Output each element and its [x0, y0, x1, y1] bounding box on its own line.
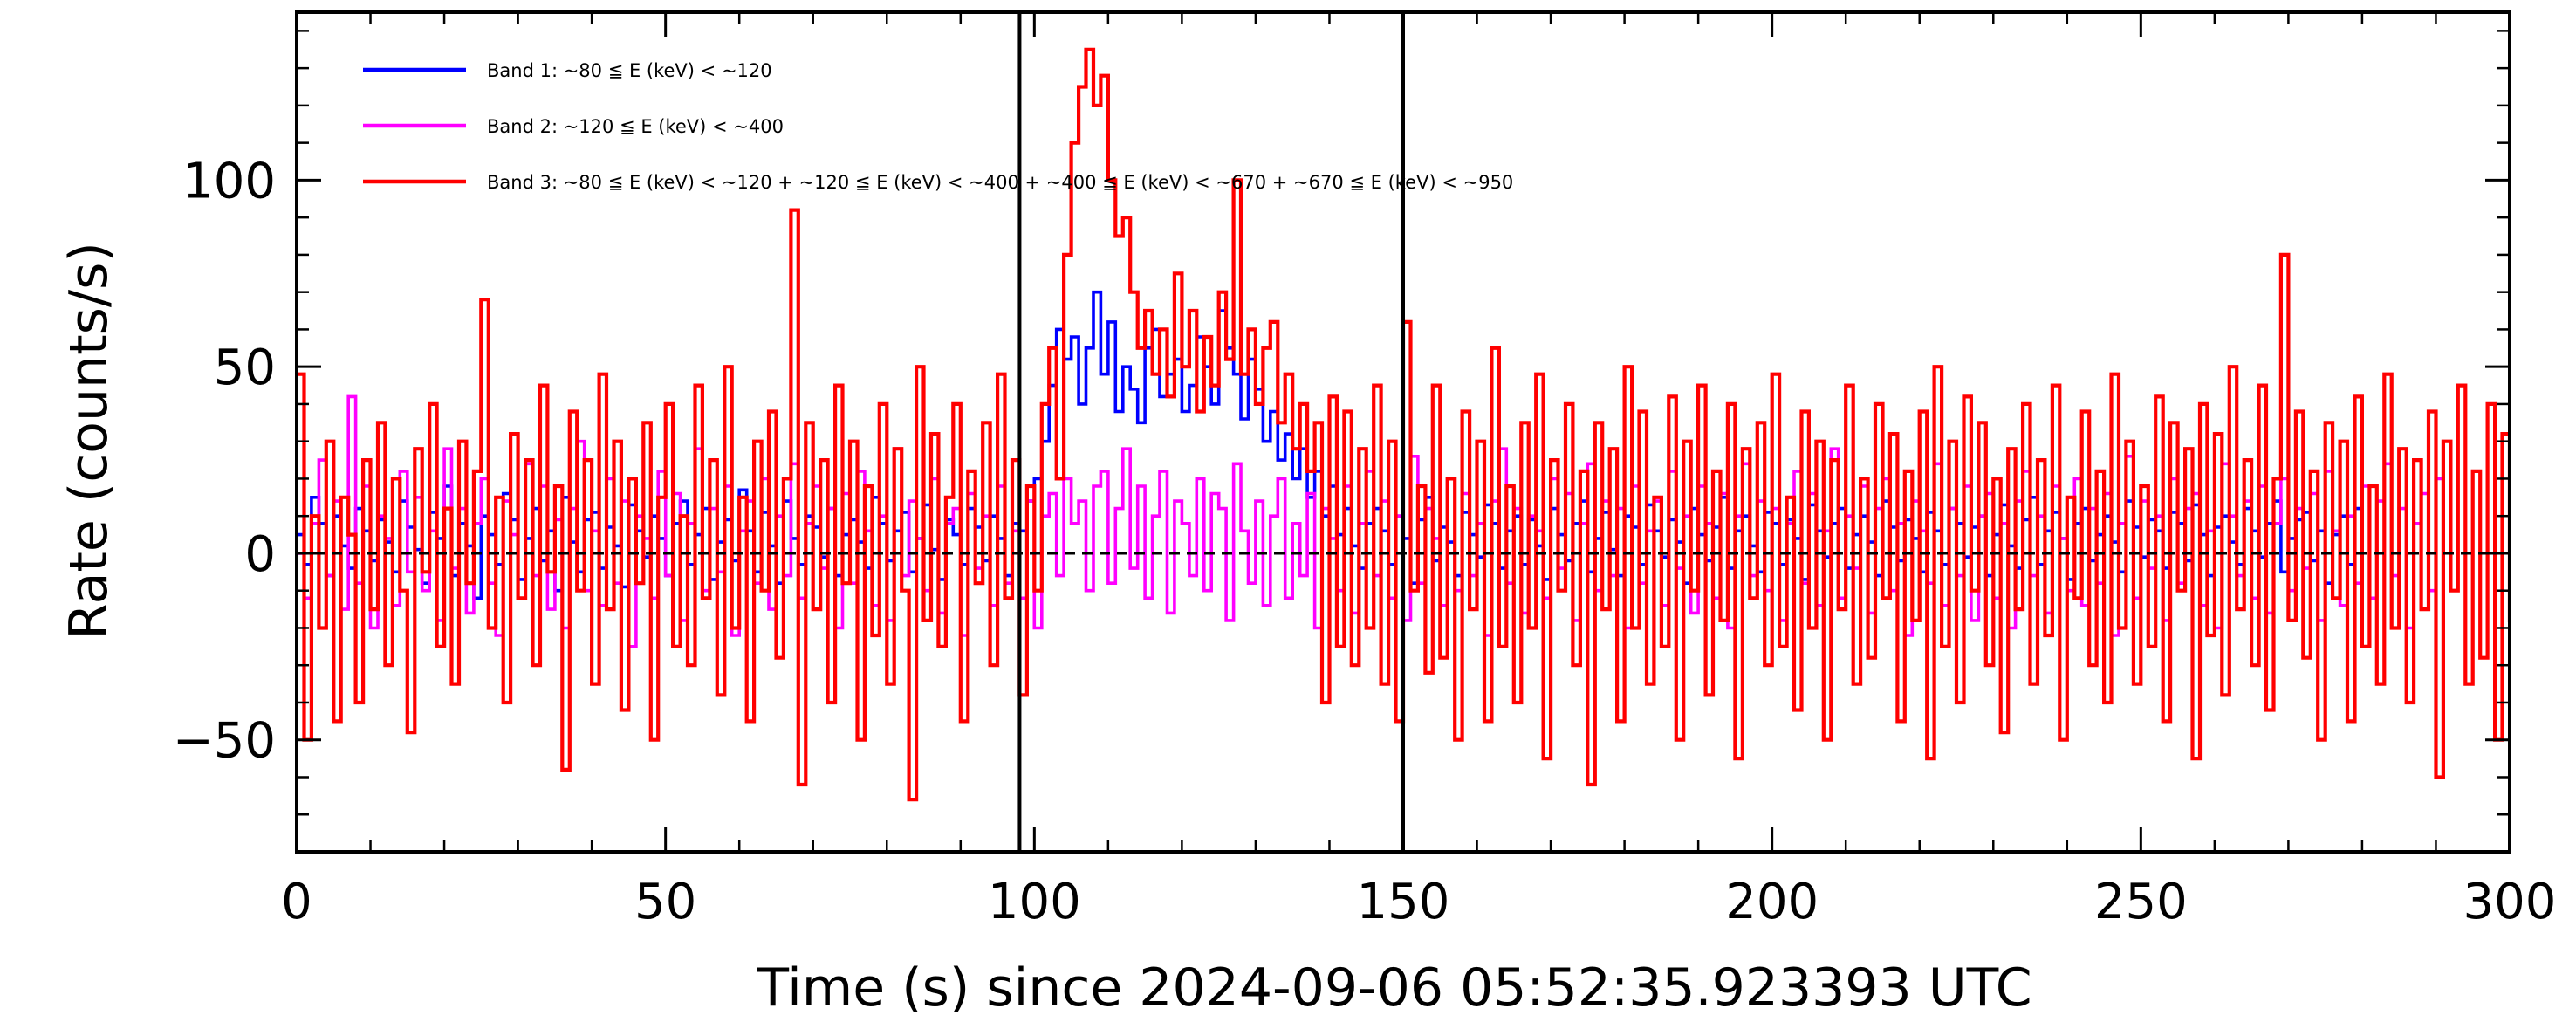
y-tick-label: 0: [244, 526, 276, 583]
y-axis-label: Rate (counts/s): [58, 242, 120, 639]
x-tick-label: 50: [634, 874, 696, 930]
y-tick-label: −50: [173, 713, 276, 770]
x-tick-label: 100: [988, 874, 1081, 930]
axes: 0 50 100 150 200 250 300 −50 0 50 100: [173, 12, 2557, 930]
y-tick-label: 50: [214, 340, 276, 396]
legend-label-band-1: Band 1: ~80 ≦ E (keV) < ~120: [487, 60, 772, 81]
y-tick-label: 100: [182, 153, 276, 209]
x-tick-label: 300: [2463, 874, 2557, 930]
x-tick-label: 200: [1725, 874, 1819, 930]
x-tick-label: 250: [2094, 874, 2188, 930]
series-line-band-2: [297, 394, 2443, 648]
x-tick-label: 150: [1357, 874, 1450, 930]
legend: Band 1: ~80 ≦ E (keV) < ~120 Band 2: ~120…: [363, 60, 1513, 193]
plot-area: [297, 12, 2510, 852]
x-axis-label: Time (s) since 2024-09-06 05:52:35.92339…: [756, 957, 2031, 1019]
series-line-band-3: [297, 47, 2510, 802]
legend-label-band-2: Band 2: ~120 ≦ E (keV) < ~400: [487, 116, 784, 137]
legend-label-band-3: Band 3: ~80 ≦ E (keV) < ~120 + ~120 ≦ E …: [487, 172, 1513, 193]
x-tick-label: 0: [281, 874, 312, 930]
